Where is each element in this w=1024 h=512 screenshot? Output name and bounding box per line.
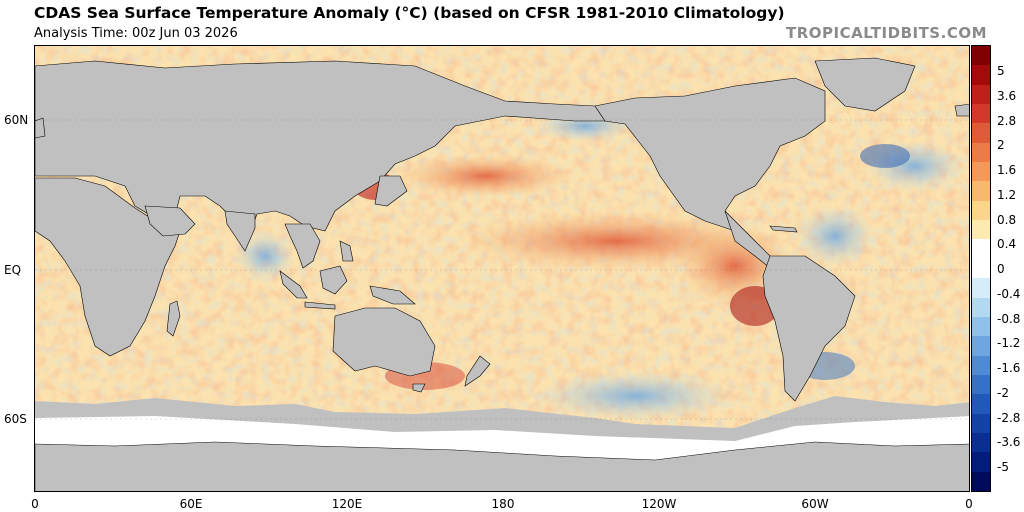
graticule bbox=[35, 119, 969, 420]
philippines bbox=[339, 240, 354, 262]
new-guinea bbox=[369, 285, 416, 305]
cuba bbox=[769, 225, 798, 233]
colorbar-tick-label: 1.6 bbox=[997, 163, 1017, 177]
colorbar-segment bbox=[972, 336, 990, 357]
java bbox=[304, 301, 336, 310]
colorbar-tick-label: -5 bbox=[997, 460, 1009, 474]
colorbar-segment bbox=[972, 65, 990, 86]
colorbar-segment bbox=[972, 432, 990, 453]
british-isles bbox=[35, 117, 46, 139]
continents bbox=[35, 57, 969, 402]
colorbar-tick-label: 0 bbox=[997, 262, 1005, 276]
indochina bbox=[284, 223, 321, 269]
colorbar-tick-label: 2 bbox=[997, 138, 1005, 153]
tasmania bbox=[412, 383, 426, 393]
colorbar-segment bbox=[972, 46, 990, 66]
map-svg bbox=[35, 46, 969, 491]
colorbar-segment bbox=[972, 278, 990, 299]
colorbar bbox=[971, 45, 991, 492]
colorbar-tick-label: -0.8 bbox=[997, 311, 1021, 326]
colorbar-tick-label: -3.6 bbox=[997, 435, 1021, 450]
colorbar-segment bbox=[972, 181, 990, 202]
new-zealand bbox=[464, 355, 491, 387]
colorbar-segment bbox=[972, 123, 990, 144]
colorbar-segment bbox=[972, 258, 990, 279]
lon-label-120w: 120W bbox=[641, 497, 677, 511]
india bbox=[224, 210, 256, 252]
colorbar-tick-label: 2.8 bbox=[997, 113, 1017, 128]
colorbar-tick-label: -1.6 bbox=[997, 361, 1021, 375]
colorbar-segment bbox=[972, 297, 990, 318]
lat-label-60s: 60S bbox=[4, 412, 27, 426]
colorbar-tick-label: 1.2 bbox=[997, 187, 1017, 202]
lon-label-180: 180 bbox=[491, 497, 515, 511]
sst-anomaly-map[interactable] bbox=[34, 45, 970, 492]
lon-label-0-right: 0 bbox=[965, 497, 973, 511]
borneo bbox=[319, 265, 348, 295]
colorbar-tick-label: 0.8 bbox=[997, 212, 1017, 227]
colorbar-tick-label: -2 bbox=[997, 385, 1009, 400]
chart-title: CDAS Sea Surface Temperature Anomaly (°C… bbox=[34, 4, 785, 22]
madagascar bbox=[166, 300, 181, 337]
colorbar-tick-label: -1.2 bbox=[997, 336, 1021, 351]
lon-label-60e: 60E bbox=[179, 497, 203, 511]
colorbar-segment bbox=[972, 452, 990, 473]
iceland bbox=[954, 103, 969, 117]
antarctica bbox=[35, 441, 969, 491]
colorbar-segment bbox=[972, 200, 990, 221]
colorbar-segment bbox=[972, 316, 990, 337]
colorbar-segment bbox=[972, 104, 990, 124]
australia bbox=[332, 307, 436, 377]
lat-label-eq: EQ bbox=[4, 263, 22, 277]
analysis-time: Analysis Time: 00z Jun 03 2026 bbox=[34, 26, 238, 41]
lat-label-60n: 60N bbox=[4, 113, 29, 127]
colorbar-segment bbox=[972, 374, 990, 395]
ice-edge-land bbox=[35, 396, 969, 441]
colorbar-segment bbox=[972, 142, 990, 163]
north-america bbox=[594, 77, 826, 242]
colorbar-tick-label: -2.8 bbox=[997, 410, 1021, 425]
greenland bbox=[814, 57, 916, 112]
lon-label-0: 0 bbox=[31, 497, 39, 511]
colorbar-segment bbox=[972, 355, 990, 376]
colorbar-segment bbox=[972, 239, 990, 260]
colorbar-tick-label: 5 bbox=[997, 64, 1005, 78]
colorbar-segment bbox=[972, 394, 990, 415]
colorbar-tick-label: 0.4 bbox=[997, 237, 1017, 252]
colorbar-tick-label: 3.6 bbox=[997, 88, 1017, 103]
japan bbox=[374, 175, 408, 207]
colorbar-tick-label: -0.4 bbox=[997, 286, 1021, 301]
sumatra bbox=[279, 270, 308, 299]
colorbar-segment bbox=[972, 162, 990, 182]
lon-label-120e: 120E bbox=[331, 497, 363, 511]
south-america bbox=[762, 255, 856, 402]
arabia bbox=[144, 205, 196, 237]
colorbar-segment bbox=[972, 84, 990, 105]
brand-watermark[interactable]: TROPICALTIDBITS.COM bbox=[786, 24, 987, 42]
africa bbox=[35, 177, 181, 357]
colorbar-segment bbox=[972, 220, 990, 240]
colorbar-segment bbox=[972, 471, 990, 492]
lon-label-60w: 60W bbox=[801, 497, 829, 511]
colorbar-segment bbox=[972, 413, 990, 434]
